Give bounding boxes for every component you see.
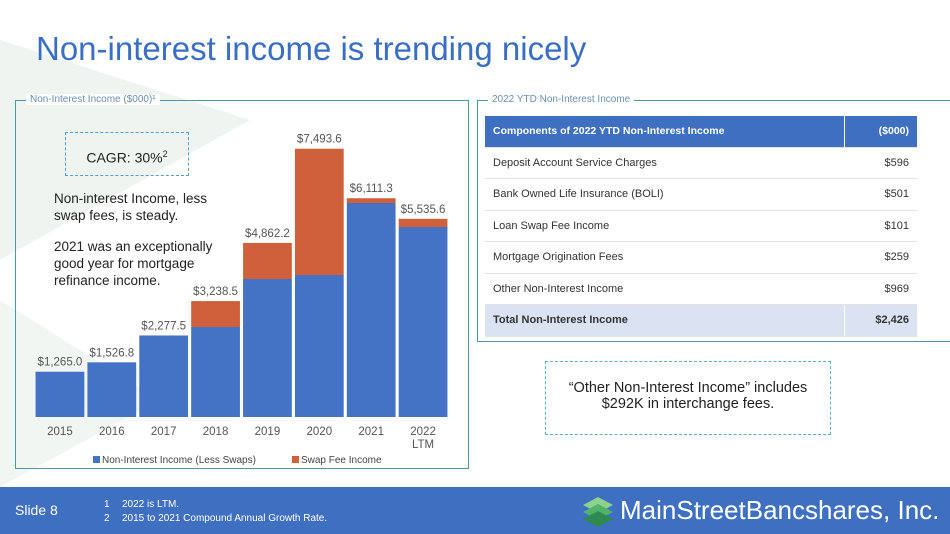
logo-icon [583,497,613,527]
total-row: Total Non-Interest Income $2,426 [485,304,917,337]
table-cell: Other Non-Interest Income [485,273,845,305]
table-row: Loan Swap Fee Income $101 [485,210,917,242]
total-label: $2,277.5 [141,320,186,332]
table-row: Deposit Account Service Charges $596 [485,147,917,179]
x-tick-label: 2017 [150,426,177,438]
footnote: 2 2015 to 2021 Compound Annual Growth Rat… [104,512,327,526]
footnotes: 1 2022 is LTM. 2 2015 to 2021 Compound Ann… [104,498,327,526]
table-cell: $969 [844,273,917,305]
bar-segment [398,218,448,228]
bar-segment [243,242,292,279]
footnote-marker: 2 [104,513,110,524]
legend-swatch [291,456,299,463]
note: 2021 was an exceptionally good year for … [54,239,213,288]
footer-bar [0,487,950,534]
table-header: Components of 2022 YTD Non-Interest Inco… [485,116,917,148]
x-tick-label: 2021 [358,426,384,438]
bar-segment [243,278,292,417]
table-caption: 2022 YTD Non-Interest Income [488,94,635,105]
bar-segment [294,275,344,417]
table-row: Mortgage Origination Fees $259 [485,241,917,274]
total-label: $5,535.6 [401,204,446,216]
logo-text: MainStreetBancshares, Inc. [620,495,940,525]
footnote-text: 2022 is LTM. [122,499,180,510]
table: Components of 2022 YTD Non-Interest Inco… [485,116,917,337]
total-label: $1,265.0 [38,357,83,369]
footnote-text: 2015 to 2021 Compound Annual Growth Rate… [122,513,328,524]
bar-segment [191,326,240,417]
header-cell: ($000) [843,116,917,148]
callout: “Other Non-Interest Income” includes $29… [545,361,831,435]
bar-segment [346,202,396,417]
table-cell: $101 [844,210,917,242]
total-label: $3,238.5 [193,286,238,298]
chart-subtitle: Non-Interest Income ($000)¹ [26,94,160,105]
x-tick-label: 2015 [47,426,73,438]
table-row: Bank Owned Life Insurance (BOLI) $501 [485,178,917,211]
bar-segment [87,362,137,417]
x-tick-label: 2019 [254,426,281,438]
table-frame [477,100,950,342]
header-cell: Components of 2022 YTD Non-Interest Inco… [485,116,845,148]
x-tick-label: 2020 [306,426,333,438]
table-cell: $596 [844,147,917,179]
slide-title: Non-interest income is trending nicely [36,30,587,67]
bar-segment [294,148,344,276]
table-cell: Mortgage Origination Fees [485,241,845,274]
bar-segment [398,227,448,417]
table-cell: Bank Owned Life Insurance (BOLI) [485,178,845,211]
x-tick-label: 2022 LTM [410,426,436,451]
total-label: $6,111.3 [350,183,393,195]
note: Non-interest Income, less swap fees, is … [54,191,208,223]
table-cell: Deposit Account Service Charges [485,147,845,179]
total-cell: Total Non-Interest Income [485,304,845,337]
table-cell: Loan Swap Fee Income [485,210,845,242]
cagr-box: CAGR: 30%2 [65,132,189,176]
legend-label: Non-Interest Income (Less Swaps) [102,455,256,466]
table-row: Other Non-Interest Income $969 [485,273,917,305]
bar-segment [346,198,396,203]
total-cell: $2,426 [843,304,917,337]
x-tick-label: 2018 [202,426,229,438]
bar-segment [35,371,85,417]
table-cell: $259 [844,241,917,274]
total-label: $1,526.8 [89,347,134,359]
slide-number: Slide 8 [15,502,58,518]
legend-swatch [93,456,100,463]
x-tick-label: 2016 [99,426,125,438]
total-label: $7,493.6 [297,134,342,146]
cagr: CAGR: 30% [86,149,163,166]
table-cell: $501 [844,178,917,211]
footnote: 1 2022 is LTM. [104,498,327,512]
legend-label: Swap Fee Income [301,455,382,466]
total-label: $4,862.2 [245,228,290,240]
cagr-footnote: 2 [162,149,168,159]
bar-segment [139,335,189,417]
footnote-marker: 1 [104,499,110,510]
bar-segment [191,301,240,327]
chart-frame [15,100,469,469]
